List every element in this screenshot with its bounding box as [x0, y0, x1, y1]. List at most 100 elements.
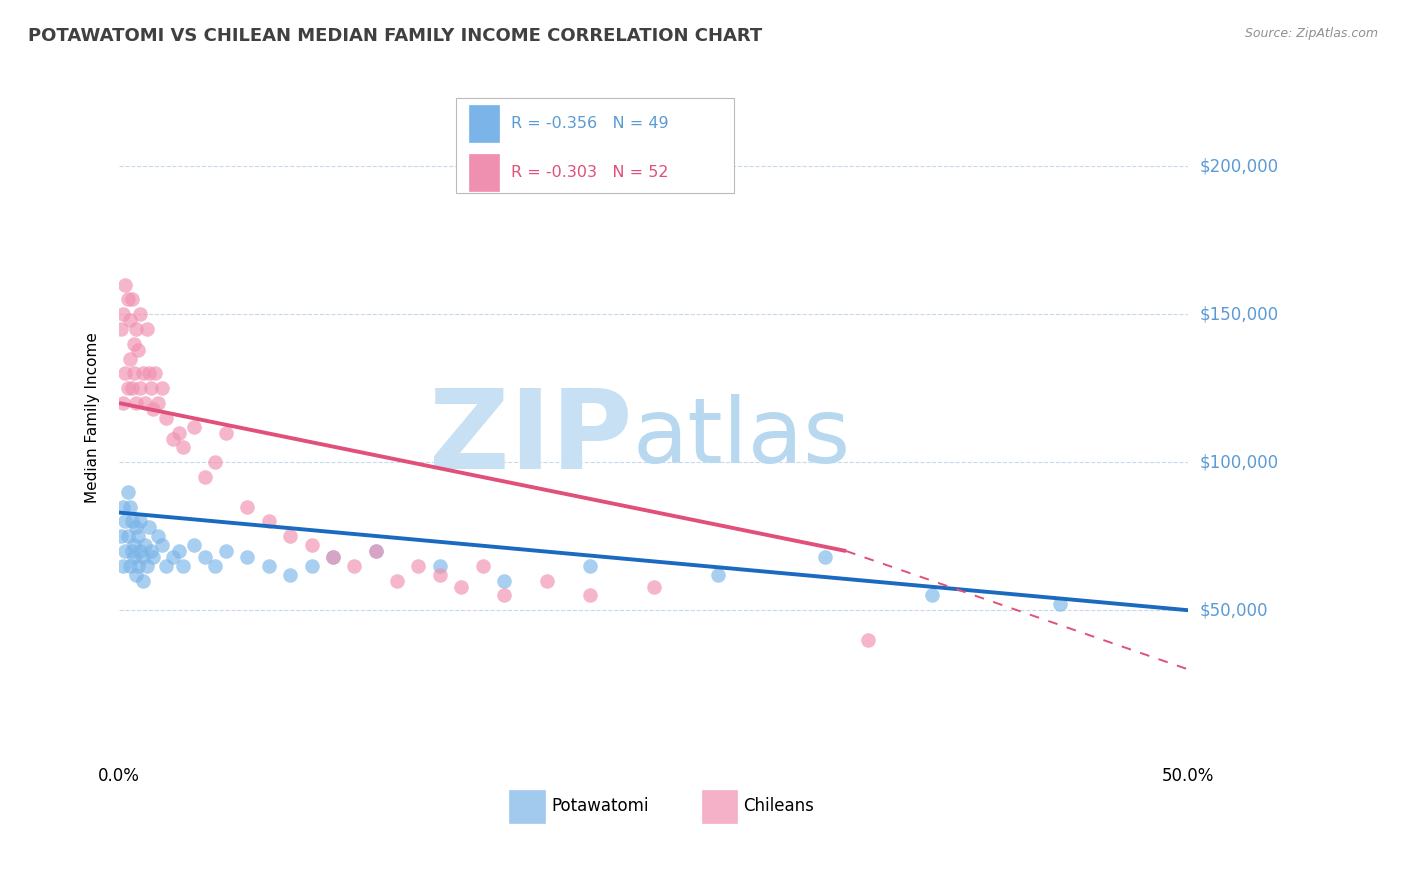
Point: [125, 520, 148, 534]
Point: [155, 410, 177, 425]
FancyBboxPatch shape: [468, 105, 499, 143]
Point: [578, 589, 600, 603]
Text: Source: ZipAtlas.com: Source: ZipAtlas.com: [1244, 27, 1378, 40]
Point: [145, 367, 167, 381]
Point: [117, 484, 139, 499]
Text: $150,000: $150,000: [1199, 305, 1278, 323]
Point: [278, 567, 301, 582]
Point: [134, 538, 156, 552]
FancyBboxPatch shape: [468, 154, 499, 192]
Point: [162, 432, 184, 446]
Point: [1049, 597, 1071, 611]
Point: [112, 396, 135, 410]
Point: [343, 558, 366, 573]
Point: [125, 567, 148, 582]
Text: ZIP: ZIP: [429, 384, 633, 491]
Point: [578, 558, 600, 573]
Point: [138, 520, 160, 534]
Point: [135, 558, 157, 573]
Point: [236, 500, 259, 514]
Point: [131, 367, 153, 381]
Point: [127, 558, 149, 573]
Text: POTAWATOMI VS CHILEAN MEDIAN FAMILY INCOME CORRELATION CHART: POTAWATOMI VS CHILEAN MEDIAN FAMILY INCO…: [28, 27, 762, 45]
Y-axis label: Median Family Income: Median Family Income: [86, 333, 100, 503]
Point: [215, 425, 238, 440]
FancyBboxPatch shape: [456, 98, 734, 194]
Point: [127, 529, 149, 543]
Point: [257, 558, 280, 573]
Point: [118, 351, 141, 366]
Point: [385, 574, 408, 588]
Point: [150, 538, 173, 552]
Text: Chileans: Chileans: [744, 797, 814, 815]
Point: [204, 455, 226, 469]
Point: [278, 529, 301, 543]
Point: [139, 544, 162, 558]
Point: [121, 293, 143, 307]
Point: [122, 549, 145, 564]
Point: [155, 558, 177, 573]
Point: [131, 574, 153, 588]
Point: [364, 544, 387, 558]
Point: [125, 396, 148, 410]
Point: [127, 343, 149, 357]
Point: [492, 574, 515, 588]
Point: [139, 381, 162, 395]
Point: [129, 307, 152, 321]
Point: [536, 574, 558, 588]
Point: [492, 589, 515, 603]
Point: [408, 558, 430, 573]
Point: [117, 529, 139, 543]
Point: [364, 544, 387, 558]
Point: [142, 549, 165, 564]
Point: [110, 322, 132, 336]
Point: [122, 367, 145, 381]
Point: [121, 381, 143, 395]
Point: [162, 549, 184, 564]
Point: [112, 500, 135, 514]
Point: [429, 567, 451, 582]
Point: [129, 381, 152, 395]
Point: [322, 549, 344, 564]
Point: [114, 277, 136, 292]
Point: [183, 538, 205, 552]
Point: [114, 367, 136, 381]
Point: [814, 549, 837, 564]
Point: [643, 580, 665, 594]
Text: atlas: atlas: [633, 394, 851, 483]
Text: $100,000: $100,000: [1199, 453, 1278, 471]
Point: [236, 549, 259, 564]
Text: $200,000: $200,000: [1199, 157, 1278, 175]
Point: [122, 538, 145, 552]
Point: [117, 381, 139, 395]
Point: [114, 515, 136, 529]
Point: [121, 544, 143, 558]
Point: [146, 396, 169, 410]
FancyBboxPatch shape: [509, 790, 544, 823]
Point: [257, 515, 280, 529]
Point: [129, 544, 152, 558]
Text: $50,000: $50,000: [1199, 601, 1268, 619]
Text: R = -0.303   N = 52: R = -0.303 N = 52: [512, 165, 669, 180]
Point: [471, 558, 494, 573]
Point: [134, 396, 156, 410]
Text: Potawatomi: Potawatomi: [551, 797, 648, 815]
Point: [138, 367, 160, 381]
Point: [215, 544, 238, 558]
Point: [112, 558, 135, 573]
Point: [129, 515, 152, 529]
Point: [118, 558, 141, 573]
Point: [322, 549, 344, 564]
Point: [172, 558, 194, 573]
Point: [450, 580, 472, 594]
Point: [921, 589, 943, 603]
FancyBboxPatch shape: [702, 790, 737, 823]
Point: [118, 500, 141, 514]
Point: [167, 544, 190, 558]
Point: [301, 538, 323, 552]
Point: [172, 441, 194, 455]
Point: [856, 632, 879, 647]
Point: [122, 336, 145, 351]
Point: [194, 470, 217, 484]
Point: [301, 558, 323, 573]
